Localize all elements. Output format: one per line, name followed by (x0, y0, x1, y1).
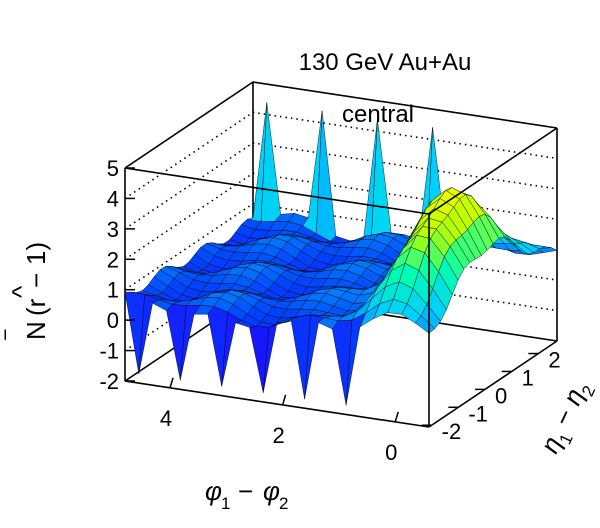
annotation-line-1: 130 GeV Au+Au (299, 49, 472, 76)
surface-cell (249, 326, 270, 393)
x-tick-mark (394, 411, 399, 423)
svg-text:−: − (238, 476, 253, 506)
svg-text:1: 1 (221, 494, 230, 513)
svg-text:φ: φ (205, 476, 222, 506)
svg-text:‾: ‾ (1, 329, 31, 340)
x-tick-label: 0 (385, 440, 397, 465)
z-tick-label: -1 (99, 339, 119, 364)
surface-cell (207, 306, 228, 387)
annotation-line-2: central (342, 101, 414, 128)
svg-text:^: ^ (6, 285, 36, 298)
svg-text:1): 1) (21, 242, 51, 265)
z-tick-label: 5 (107, 156, 119, 181)
x-tick-mark (281, 394, 287, 406)
svg-text:−: − (547, 404, 581, 430)
frame-line (428, 127, 558, 215)
svg-text:−: − (21, 273, 51, 288)
surface-cell (290, 314, 311, 400)
z-tick-label: 0 (107, 308, 119, 333)
svg-text:φ: φ (263, 476, 280, 506)
z-tick-label: 4 (107, 186, 119, 211)
y-axis-title: η 1 − η 2 (534, 383, 599, 458)
x-tick-mark (169, 377, 174, 389)
x-tick-label: 2 (273, 423, 285, 448)
y-tick-label: -1 (468, 401, 488, 426)
y-tick-label: 1 (522, 365, 534, 390)
z-tick-label: 2 (107, 247, 119, 272)
surface-cell (166, 304, 187, 381)
y-tick-label: -2 (442, 419, 462, 444)
svg-text:N: N (21, 321, 51, 340)
frame-line (124, 167, 430, 215)
surface-cell (124, 291, 145, 375)
z-tick-label: 3 (107, 217, 119, 242)
surface (124, 102, 558, 406)
z-axis-title: N ‾ (r ^ − 1) (1, 242, 51, 340)
z-tick-label: -2 (99, 369, 119, 394)
x-tick-label: 4 (160, 406, 172, 431)
frame-line (124, 380, 430, 428)
frame-line (124, 81, 254, 169)
frame-line (428, 340, 558, 428)
y-tick-label: 0 (495, 383, 507, 408)
x-axis-title: φ 1 − φ 2 (205, 476, 288, 513)
svg-text:(r: (r (21, 298, 51, 316)
z-tick-label: 1 (107, 278, 119, 303)
svg-text:2: 2 (279, 494, 288, 513)
y-tick-label: 2 (548, 348, 560, 373)
frame-line (252, 81, 558, 129)
surface-cell (332, 319, 353, 406)
frame-lines (124, 127, 558, 428)
